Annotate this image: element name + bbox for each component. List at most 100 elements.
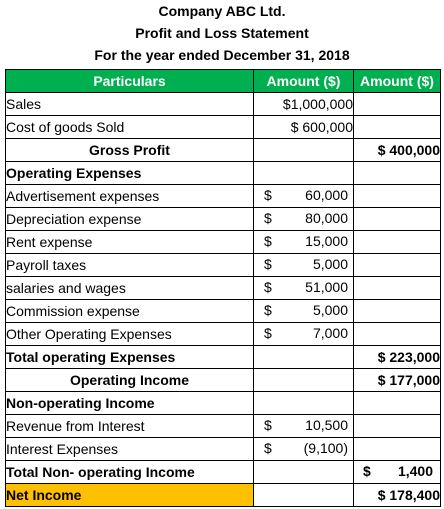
header-row: Particulars Amount ($) Amount ($) — [5, 69, 441, 93]
empty-cell — [353, 322, 441, 346]
table-row: Commission expense $ 5,000 — [5, 299, 441, 323]
empty-cell — [353, 391, 441, 415]
row-label-rent: Rent expense — [5, 230, 254, 254]
table-row: Cost of goods Sold $ 600,000 — [5, 115, 441, 139]
row-label-gross-profit: Gross Profit — [5, 138, 254, 162]
empty-cell — [353, 414, 441, 438]
empty-cell — [253, 368, 354, 392]
row-label-cogs: Cost of goods Sold — [5, 115, 254, 139]
currency-symbol: $ — [264, 256, 272, 272]
table-row: Non-operating Income — [5, 391, 441, 415]
table-row: Revenue from Interest $ 10,500 — [5, 414, 441, 438]
table-row: Interest Expenses $ (9,100) — [5, 437, 441, 461]
empty-cell — [253, 138, 354, 162]
table-row: Net Income $ 178,400 — [5, 483, 441, 507]
row-amount-commission: $ 5,000 — [253, 299, 354, 323]
row-amount-salaries: $ 51,000 — [253, 276, 354, 300]
amount-value: 5,000 — [312, 256, 348, 272]
amount-value: 1,400 — [397, 463, 433, 479]
row-amount-depreciation: $ 80,000 — [253, 207, 354, 231]
row-label-payroll: Payroll taxes — [5, 253, 254, 277]
empty-cell — [253, 460, 354, 484]
row-label-other-opex: Other Operating Expenses — [5, 322, 254, 346]
empty-cell — [253, 391, 354, 415]
amount-value: 10,500 — [305, 417, 348, 433]
row-amount-interest-revenue: $ 10,500 — [253, 414, 354, 438]
amount-value: 60,000 — [305, 187, 348, 203]
amount-value: 51,000 — [305, 279, 348, 295]
amount-value: 80,000 — [305, 210, 348, 226]
empty-cell — [353, 230, 441, 254]
row-amount-advertisement: $ 60,000 — [253, 184, 354, 208]
empty-cell — [353, 437, 441, 461]
table-row: Total operating Expenses $ 223,000 — [5, 345, 441, 369]
company-name: Company ABC Ltd. — [158, 3, 286, 19]
amount-value: (9,100) — [303, 440, 348, 456]
empty-cell — [353, 161, 441, 185]
table-row: Operating Expenses — [5, 161, 441, 185]
row-total-operating-income: $ 177,000 — [353, 368, 441, 392]
row-amount-sales: $1,000,000 — [253, 92, 354, 116]
currency-symbol: $ — [264, 325, 272, 341]
empty-cell — [353, 276, 441, 300]
section-heading-operating-expenses: Operating Expenses — [5, 161, 254, 185]
row-label-total-opex: Total operating Expenses — [5, 345, 254, 369]
empty-cell — [353, 207, 441, 231]
row-label-sales: Sales — [5, 92, 254, 116]
empty-cell — [253, 345, 354, 369]
col-header-amount-1: Amount ($) — [253, 69, 354, 93]
empty-cell — [353, 299, 441, 323]
amount-value: 15,000 — [305, 233, 348, 249]
row-total-opex: $ 223,000 — [353, 345, 441, 369]
amount-value: 5,000 — [312, 302, 348, 318]
row-label-commission: Commission expense — [5, 299, 254, 323]
statement-period: For the year ended December 31, 2018 — [94, 47, 350, 63]
row-amount-payroll: $ 5,000 — [253, 253, 354, 277]
currency-symbol: $ — [264, 187, 272, 203]
row-label-interest-revenue: Revenue from Interest — [5, 414, 254, 438]
empty-cell — [253, 483, 354, 507]
row-label-interest-expense: Interest Expenses — [5, 437, 254, 461]
row-amount-cogs: $ 600,000 — [253, 115, 354, 139]
row-label-depreciation: Depreciation expense — [5, 207, 254, 231]
table-row: Advertisement expenses $ 60,000 — [5, 184, 441, 208]
empty-cell — [353, 253, 441, 277]
section-heading-non-operating-income: Non-operating Income — [5, 391, 254, 415]
table-row: Total Non- operating Income $ 1,400 — [5, 460, 441, 484]
row-amount-rent: $ 15,000 — [253, 230, 354, 254]
table-row: Gross Profit $ 400,000 — [5, 138, 441, 162]
row-label-salaries: salaries and wages — [5, 276, 254, 300]
row-amount-interest-expense: $ (9,100) — [253, 437, 354, 461]
currency-symbol: $ — [264, 210, 272, 226]
currency-symbol: $ — [264, 279, 272, 295]
currency-symbol: $ — [264, 417, 272, 433]
row-label-advertisement: Advertisement expenses — [5, 184, 254, 208]
currency-symbol: $ — [363, 463, 371, 479]
table-row: Operating Income $ 177,000 — [5, 368, 441, 392]
row-total-non-operating: $ 1,400 — [353, 460, 441, 484]
row-total-gross-profit: $ 400,000 — [353, 138, 441, 162]
pl-table: Particulars Amount ($) Amount ($) Sales … — [5, 69, 441, 507]
currency-symbol: $ — [264, 233, 272, 249]
empty-cell — [353, 92, 441, 116]
col-header-amount-2: Amount ($) — [353, 69, 441, 93]
table-row: Rent expense $ 15,000 — [5, 230, 441, 254]
table-row: salaries and wages $ 51,000 — [5, 276, 441, 300]
empty-cell — [353, 184, 441, 208]
col-header-particulars: Particulars — [5, 69, 254, 93]
row-total-net-income: $ 178,400 — [353, 483, 441, 507]
table-row: Depreciation expense $ 80,000 — [5, 207, 441, 231]
row-label-net-income: Net Income — [5, 483, 254, 507]
row-label-operating-income: Operating Income — [5, 368, 254, 392]
empty-cell — [253, 161, 354, 185]
empty-cell — [353, 115, 441, 139]
row-label-total-non-operating: Total Non- operating Income — [5, 460, 254, 484]
table-row: Payroll taxes $ 5,000 — [5, 253, 441, 277]
amount-value: 7,000 — [312, 325, 348, 341]
currency-symbol: $ — [264, 440, 272, 456]
statement-title: Profit and Loss Statement — [135, 25, 309, 41]
table-row: Other Operating Expenses $ 7,000 — [5, 322, 441, 346]
row-amount-other-opex: $ 7,000 — [253, 322, 354, 346]
statement-titles: Company ABC Ltd. Profit and Loss Stateme… — [0, 0, 444, 66]
